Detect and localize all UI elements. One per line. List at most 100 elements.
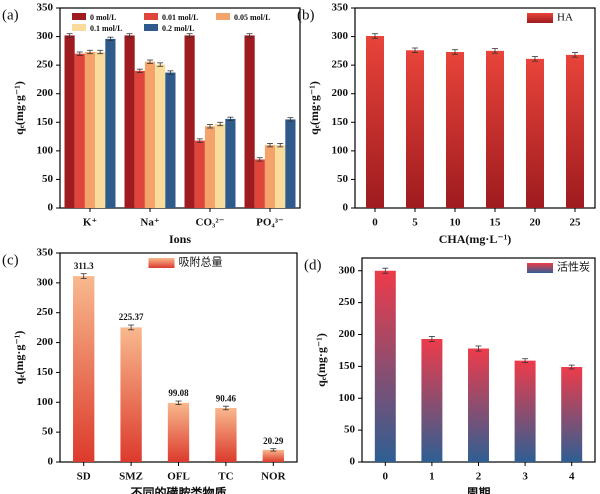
x-tick-label: 1 <box>429 471 435 483</box>
bar <box>165 72 176 208</box>
legend-swatch <box>527 263 553 273</box>
error-bar <box>227 116 234 121</box>
y-tick-label: 300 <box>339 264 356 276</box>
y-tick-label: 250 <box>332 59 349 71</box>
y-tick-label: 0 <box>48 456 54 468</box>
y-tick-label: 300 <box>37 30 54 42</box>
error-bar <box>475 345 482 352</box>
panel-label: (b) <box>297 7 315 23</box>
bar <box>561 367 583 462</box>
bar <box>514 360 536 462</box>
bar <box>144 61 156 208</box>
y-axis-title: qₑ(mg·g⁻¹) <box>307 81 321 135</box>
error-bar <box>270 448 277 452</box>
x-tick-label: 0 <box>383 471 389 483</box>
x-axis-title: 不同的磺胺类物质 <box>130 485 226 494</box>
error-bar <box>572 52 578 58</box>
error-bar <box>126 33 133 38</box>
legend-swatch <box>148 258 175 268</box>
bar <box>184 35 195 208</box>
legend-label: 0.05 mol/L <box>234 13 270 22</box>
error-bar <box>136 68 143 73</box>
error-bar <box>97 49 104 55</box>
bar <box>95 52 106 208</box>
error-bar <box>222 405 229 411</box>
value-label: 99.08 <box>168 388 189 398</box>
error-bar <box>372 33 378 39</box>
error-bar <box>87 49 93 55</box>
legend-label: 0 mol/L <box>90 13 116 22</box>
y-tick-label: 50 <box>42 173 54 185</box>
y-axis-title: qₑ(mg·g⁻¹) <box>12 81 26 135</box>
bar <box>215 124 226 208</box>
x-tick-label: 4 <box>569 471 575 483</box>
y-tick-label: 250 <box>339 296 356 308</box>
error-bar <box>196 138 203 143</box>
bar <box>73 276 95 462</box>
error-bar <box>522 358 529 363</box>
y-tick-label: 200 <box>332 87 349 99</box>
bar <box>120 327 142 462</box>
panel-label: (c) <box>2 252 19 268</box>
bar <box>84 52 96 208</box>
y-tick-label: 250 <box>37 306 54 318</box>
error-bar <box>167 70 174 75</box>
bar <box>285 119 296 208</box>
y-tick-label: 0 <box>350 456 356 468</box>
value-label: 20.29 <box>263 436 284 446</box>
bar <box>105 38 116 208</box>
error-bar <box>175 400 182 406</box>
x-tick-label: SMZ <box>119 471 143 483</box>
x-axis-title: 周期 <box>466 485 490 494</box>
error-bar <box>492 48 498 54</box>
y-tick-label: 100 <box>37 144 54 156</box>
y-tick-label: 350 <box>37 2 54 14</box>
y-tick-label: 150 <box>37 366 54 378</box>
x-tick-label: CO₃²⁻ <box>196 217 225 229</box>
y-tick-label: 50 <box>337 173 349 185</box>
error-bar <box>76 51 83 56</box>
y-tick-label: 200 <box>37 336 54 348</box>
error-bar <box>107 36 114 41</box>
error-bar <box>246 33 253 38</box>
y-tick-label: 350 <box>332 2 349 14</box>
x-tick-label: NOR <box>261 471 287 483</box>
error-bar <box>532 56 538 62</box>
y-tick-label: 300 <box>332 30 349 42</box>
x-tick-label: Na⁺ <box>140 217 159 229</box>
error-bar <box>66 33 73 38</box>
bar <box>406 50 424 209</box>
bar <box>446 52 464 208</box>
y-axis-title: qₑ(mg·g⁻¹) <box>12 331 26 385</box>
x-axis-title: Ions <box>169 232 191 246</box>
error-bar <box>382 267 389 274</box>
x-tick-label: SD <box>77 471 91 483</box>
legend-swatch <box>72 13 86 20</box>
error-bar <box>186 33 193 38</box>
y-axis-title: qₑ(mg·g⁻¹) <box>314 333 328 387</box>
bar <box>421 338 443 462</box>
bar <box>264 145 276 208</box>
bar <box>526 58 544 208</box>
legend-label: HA <box>557 12 573 24</box>
bar <box>254 159 265 208</box>
bar <box>194 140 205 208</box>
bar <box>468 348 489 462</box>
error-bar <box>80 273 87 279</box>
error-bar <box>207 124 213 129</box>
bar <box>124 35 135 208</box>
plot-frame <box>59 7 301 209</box>
bar <box>204 126 216 208</box>
bar <box>167 402 190 462</box>
error-bar <box>157 62 164 67</box>
bar <box>155 64 166 208</box>
error-bar <box>277 143 284 148</box>
y-tick-label: 100 <box>339 392 356 404</box>
y-tick-label: 50 <box>344 424 356 436</box>
legend-swatch <box>216 13 230 20</box>
error-bar <box>412 47 418 53</box>
legend-label: 活性炭 <box>557 260 590 274</box>
legend-label: 0.2 mol/L <box>162 24 194 33</box>
